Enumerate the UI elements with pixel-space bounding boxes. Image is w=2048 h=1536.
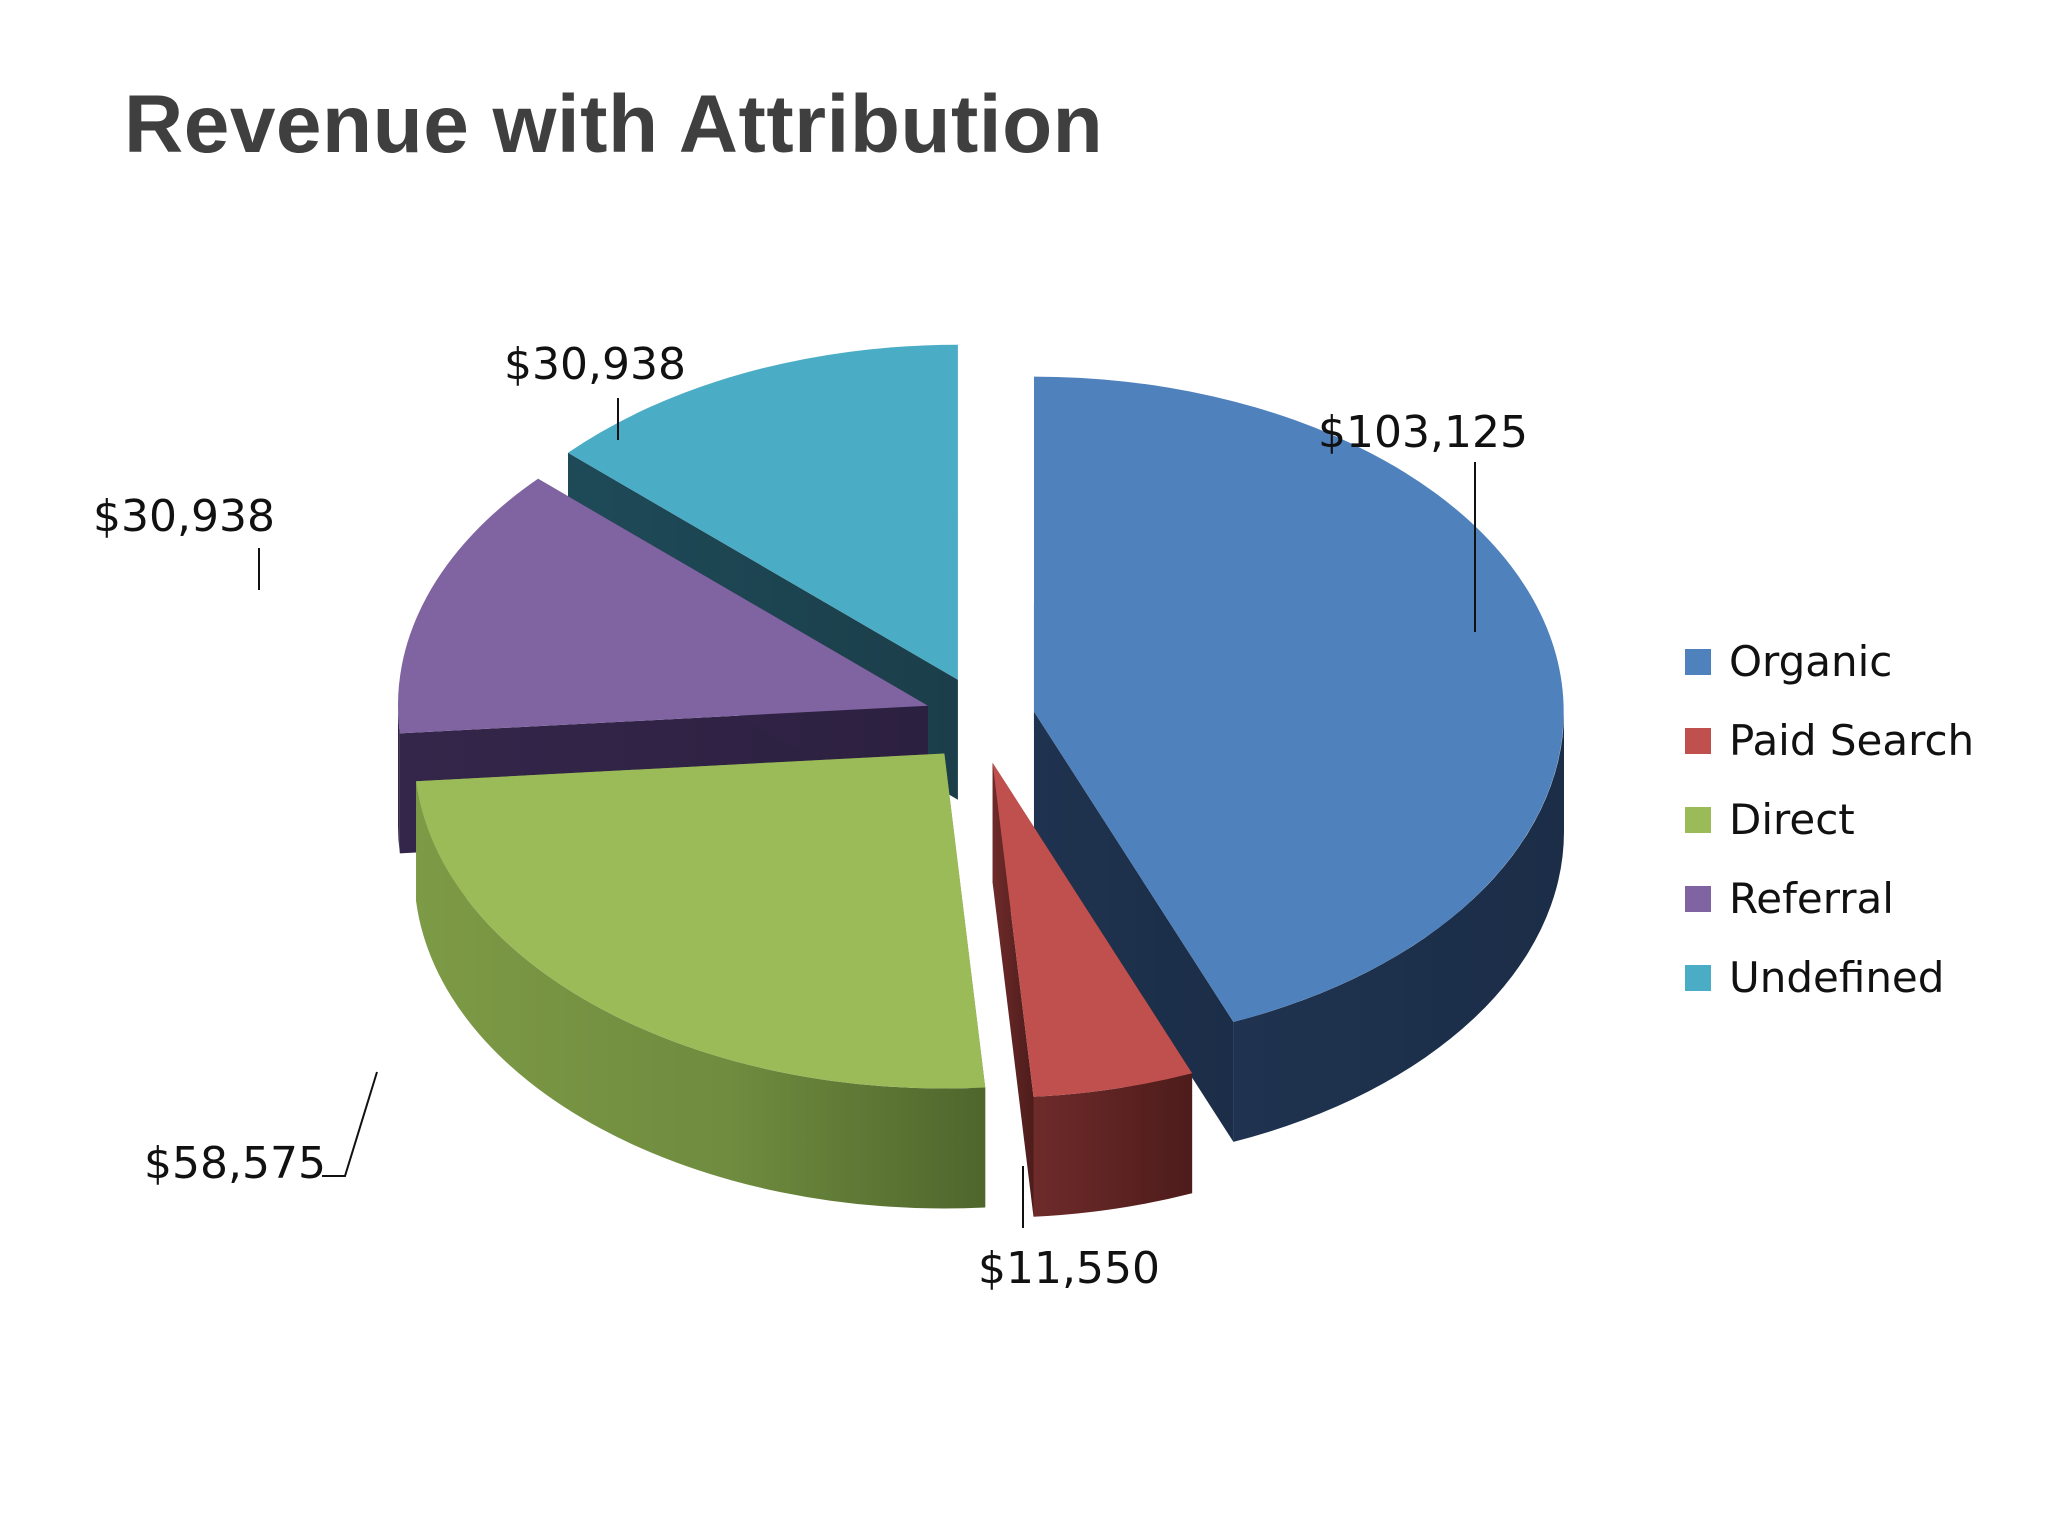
- pie-slice-top-referral: [397, 478, 928, 734]
- pie-slice-rim-organic-1: [1233, 711, 1564, 1142]
- pie-slice-top-direct: [416, 753, 986, 1089]
- pie-slice-direct: [416, 753, 986, 1209]
- legend-swatch-referral: [1685, 885, 1711, 912]
- legend-item-organic: Organic: [1685, 622, 1974, 701]
- legend-swatch-undefined: [1685, 964, 1711, 991]
- legend-swatch-organic: [1685, 648, 1711, 675]
- pie-slice-rim-paid-search-1: [1033, 1073, 1193, 1217]
- legend-label-organic: Organic: [1729, 637, 1893, 686]
- legend-item-undefined: Undefined: [1685, 938, 1974, 1017]
- chart-title: Revenue with Attribution: [124, 79, 1104, 170]
- pie-slice-paid-search: [992, 762, 1193, 1217]
- legend: Organic Paid Search Direct Referral Unde…: [1685, 622, 1974, 1017]
- legend-label-direct: Direct: [1729, 795, 1855, 844]
- data-label-direct: $58,575: [144, 1138, 326, 1189]
- legend-label-undefined: Undefined: [1729, 953, 1945, 1002]
- pie-slice-rim-referral-1: [397, 705, 400, 854]
- legend-swatch-direct: [1685, 806, 1711, 833]
- pie-slice-rim-direct-1: [416, 781, 986, 1209]
- legend-label-paid-search: Paid Search: [1729, 716, 1975, 765]
- pie-slice-organic: [1033, 376, 1564, 1142]
- leader-line-direct: [322, 1071, 378, 1177]
- data-label-organic: $103,125: [1318, 407, 1528, 458]
- legend-item-paid-search: Paid Search: [1685, 701, 1974, 780]
- pie-slice-wall-paid-search-2: [992, 762, 1034, 1217]
- pie-slice-top-organic: [1033, 376, 1564, 1022]
- data-label-undefined: $30,938: [504, 339, 686, 390]
- legend-item-referral: Referral: [1685, 859, 1974, 938]
- pie-slices: [397, 344, 1564, 1217]
- legend-swatch-paid-search: [1685, 727, 1711, 754]
- pie-slice-top-paid-search: [992, 762, 1193, 1097]
- data-label-referral: $30,938: [93, 491, 275, 542]
- legend-item-direct: Direct: [1685, 780, 1974, 859]
- data-label-paid-search: $11,550: [978, 1243, 1160, 1294]
- legend-label-referral: Referral: [1729, 874, 1894, 923]
- pie-slice-wall-organic-2: [1033, 711, 1234, 1142]
- pie-slice-top-undefined: [568, 344, 958, 680]
